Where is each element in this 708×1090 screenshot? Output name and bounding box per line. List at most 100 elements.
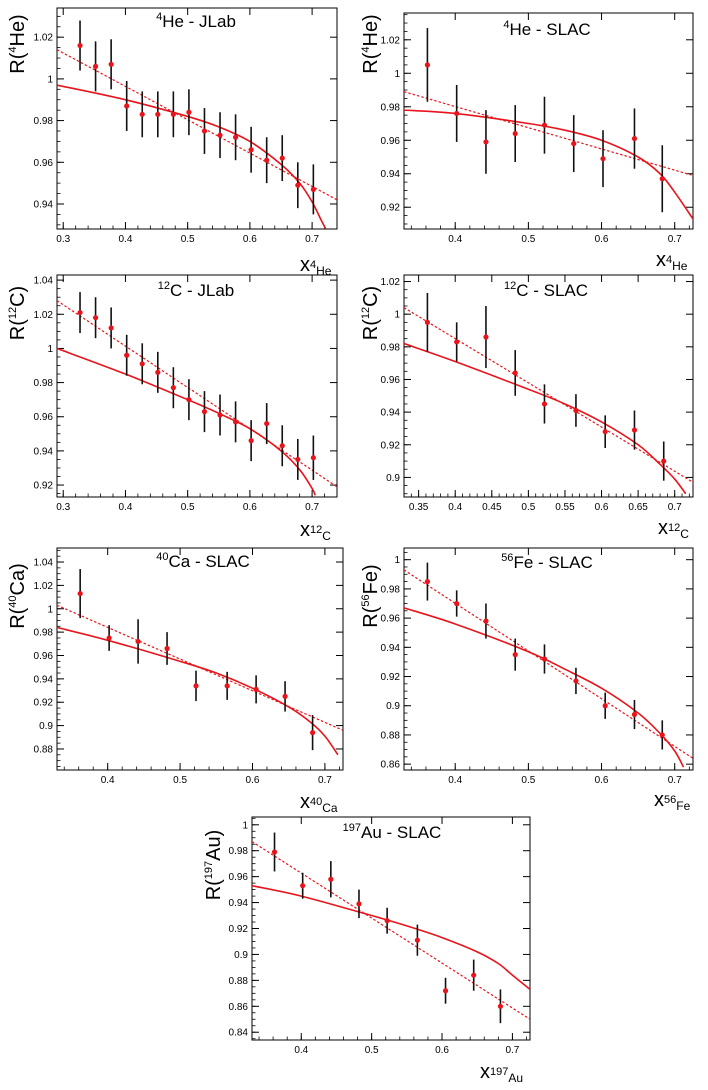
data-point (424, 62, 431, 68)
data-point (328, 876, 334, 882)
y-tick-label: 0.98 (229, 846, 249, 857)
y-tick-label: 1 (394, 555, 400, 566)
data-point (659, 176, 665, 182)
x-tick-label: 0.5 (173, 775, 187, 786)
linear-fit-line (404, 307, 693, 483)
data-point (295, 456, 301, 463)
x-axis-label: x12C (658, 517, 689, 541)
plot-area (404, 562, 693, 768)
title-superscript: 4 (156, 11, 162, 23)
y-tick-label: 0.98 (381, 584, 401, 595)
data-point (454, 110, 460, 117)
y-axis-label: R(12C) (360, 286, 382, 340)
data-point (571, 141, 577, 147)
x-tick-label: 0.4 (448, 502, 462, 513)
title-superscript: 197 (343, 822, 361, 834)
title-superscript: 12 (158, 280, 170, 292)
plot-frame (56, 274, 338, 498)
y-tick-label: 0.94 (381, 408, 401, 419)
linear-fit-line (252, 841, 530, 1020)
y-label-nucleus: C (360, 292, 382, 306)
data-point (217, 132, 223, 138)
data-point (512, 370, 518, 376)
x-tick-label: 0.7 (668, 775, 682, 786)
data-point (155, 111, 161, 117)
data-point (139, 361, 145, 367)
data-point (135, 638, 141, 645)
title-text: C - JLab (170, 281, 234, 300)
y-tick-label: 0.96 (34, 158, 54, 169)
data-point (573, 678, 579, 684)
y-tick-label: 0.96 (381, 375, 401, 386)
data-point (77, 590, 83, 597)
data-point (232, 134, 239, 140)
y-tick-label: 1 (394, 310, 400, 321)
x-label-mass-number: 12 (668, 522, 680, 534)
data-point (384, 918, 390, 924)
y-tick-label: 0.86 (229, 1002, 249, 1013)
x-label-mass-number: 4 (310, 259, 316, 271)
y-label-suffix: ) (7, 286, 29, 293)
y-tick-label: 0.9 (386, 701, 400, 712)
y-tick-label: 0.88 (229, 976, 249, 987)
y-tick-label: 0.92 (229, 924, 249, 935)
y-label-prefix: R( (7, 319, 29, 340)
data-point (271, 849, 278, 855)
x-tick-label: 0.5 (181, 234, 195, 245)
y-tick-label: 0.88 (34, 744, 54, 755)
data-point (253, 686, 259, 692)
x-tick-label: 0.3 (56, 502, 70, 513)
y-label-prefix: R( (7, 607, 29, 628)
x-label-variable: x (300, 519, 310, 541)
y-tick-label: 1.02 (34, 33, 54, 44)
title-superscript: 56 (501, 552, 513, 564)
data-point (512, 130, 518, 137)
title-superscript: 4 (503, 19, 509, 31)
data-point (512, 652, 518, 658)
data-point (424, 319, 431, 325)
data-point (186, 109, 192, 115)
title-superscript: 40 (156, 551, 168, 563)
y-tick-label: 0.94 (381, 169, 401, 180)
y-label-suffix: ) (360, 286, 382, 293)
plot-area (57, 569, 343, 756)
x-label-mass-number: 12 (310, 524, 322, 536)
x-label-mass-number: 56 (664, 794, 676, 806)
y-tick-label: 1 (47, 74, 53, 85)
data-point (217, 412, 223, 418)
x-axis-label: x197Au (480, 1061, 523, 1085)
x-label-variable: x (480, 1061, 490, 1083)
data-point (248, 438, 254, 444)
data-point (454, 600, 460, 607)
y-label-nucleus: Ca (7, 569, 29, 595)
y-label-superscript: 4 (360, 47, 372, 53)
data-point (264, 157, 270, 163)
y-tick-label: 0.84 (229, 1028, 249, 1039)
data-point (454, 339, 460, 345)
data-point (573, 407, 579, 414)
data-point (497, 1003, 504, 1009)
y-label-prefix: R( (360, 319, 382, 340)
x-tick-label: 0.5 (181, 502, 195, 513)
x-tick-label: 0.7 (668, 502, 682, 513)
y-tick-label: 0.96 (229, 872, 249, 883)
panel-title: 197Au - SLAC (343, 822, 442, 842)
y-tick-label: 0.96 (34, 651, 54, 662)
x-axis-label: x40Ca (300, 791, 338, 815)
y-tick-label: 1.02 (34, 310, 54, 321)
data-point (279, 443, 285, 449)
data-point (602, 429, 608, 435)
y-label-prefix: R( (203, 879, 225, 900)
data-point (631, 135, 638, 142)
plot-area (57, 20, 337, 229)
x-tick-label: 0.6 (435, 1045, 449, 1056)
plot-frame (403, 547, 694, 771)
data-point (92, 63, 99, 69)
x-tick-label: 0.4 (101, 775, 115, 786)
data-point (602, 703, 608, 709)
y-tick-label: 0.96 (381, 136, 401, 147)
y-axis-label: R(56Fe) (360, 564, 382, 627)
data-point (201, 409, 208, 415)
x-tick-label: 0.7 (318, 775, 332, 786)
